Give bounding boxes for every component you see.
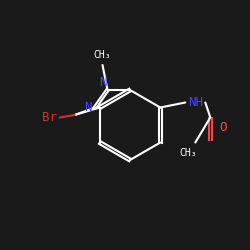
Text: N: N (84, 101, 91, 114)
Text: N: N (99, 76, 106, 89)
Text: NH: NH (188, 96, 203, 109)
Text: Br: Br (42, 111, 57, 124)
Text: O: O (219, 121, 226, 134)
Text: CH₃: CH₃ (94, 50, 111, 60)
Text: CH₃: CH₃ (179, 148, 196, 158)
